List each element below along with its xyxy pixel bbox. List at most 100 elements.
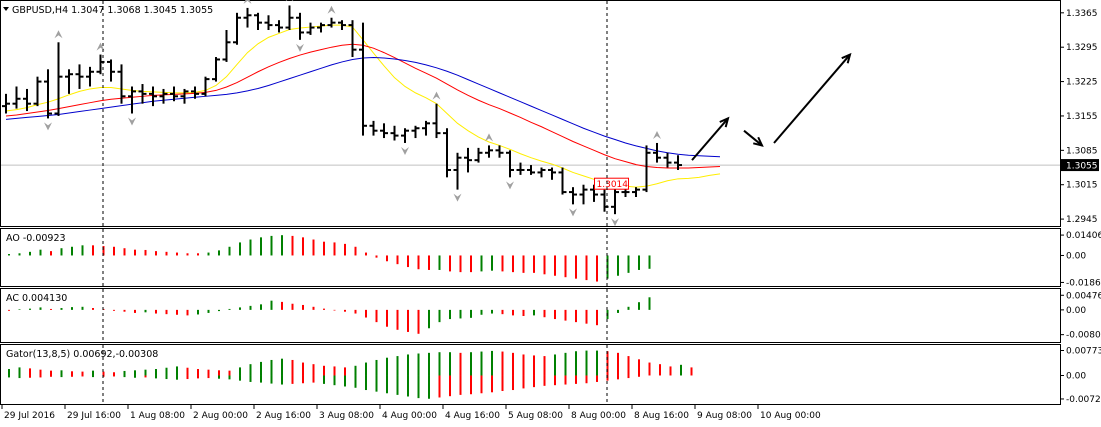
ohlc-bar (443, 128, 451, 178)
ohlc-bar (516, 162, 525, 175)
ac-panel-frame (0, 288, 1061, 343)
ohlc-bar (548, 167, 556, 180)
ac-tick-label: 0.00 (1066, 306, 1086, 316)
time-tick-label: 2 Aug 16:00 (256, 411, 311, 421)
ao-tick-label: -0.01861 (1066, 278, 1101, 288)
time-tick-label: 10 Aug 00:00 (760, 411, 821, 421)
ohlc-bar (275, 20, 283, 33)
forecast-arrows (691, 52, 852, 161)
price-tick-label: 1.3225 (1066, 78, 1098, 88)
fractal-down-arrow-icon (401, 146, 409, 155)
ao-tick-label: 0.01406 (1066, 231, 1101, 241)
fractal-up-arrow-icon (96, 42, 105, 51)
forecast-arrow-up-2-head (841, 52, 852, 64)
fractal-up-arrow-icon (285, 0, 294, 2)
ohlc-bar (401, 128, 409, 143)
ohlc-bar (12, 86, 21, 109)
ohlc-bar (537, 167, 546, 178)
ao-title: AO -0.00923 (6, 233, 66, 244)
ohlc-bar (453, 152, 462, 190)
ohlc-bar (180, 88, 189, 104)
ac-tick-label: 0.00476 (1066, 291, 1101, 301)
ohlc-bar (569, 187, 577, 205)
time-tick-label: 4 Aug 00:00 (382, 411, 437, 421)
fractal-down-arrow-icon (611, 218, 619, 227)
ohlc-bar (411, 125, 420, 139)
ohlc-bar (663, 152, 672, 168)
title-arrow-icon (3, 7, 9, 11)
ac-title: AC 0.004130 (6, 293, 67, 304)
gator-panel: Gator(13,8,5) 0.00692,-0.00308 0.00773 0.… (0, 344, 1101, 405)
ohlc-bar (338, 20, 346, 31)
ao-tick-label: 0.00 (1066, 251, 1086, 261)
ohlc-bar (369, 120, 378, 136)
fractal-up-arrow-icon (653, 130, 661, 139)
price-panel: GBPUSD,H4 1.3047 1.3068 1.3045 1.3055 1.… (0, 0, 1099, 227)
forecast-arrow-down-head (753, 136, 764, 147)
fractal-up-arrow-icon (432, 91, 441, 100)
fractal-down-arrow-icon (569, 208, 577, 217)
ohlc-bar (359, 22, 367, 136)
forecast-arrow-up-1-head (719, 116, 730, 128)
ohlc-bar (44, 69, 52, 119)
ohlc-bar (495, 145, 504, 158)
fractal-up-arrow-icon (243, 0, 252, 4)
ohlc-bar (474, 147, 483, 163)
ohlc-bar (212, 57, 220, 82)
ohlc-bar (285, 5, 294, 31)
fractal-down-arrow-icon (296, 43, 304, 52)
ohlc-bar (159, 88, 168, 104)
ohlc-bar (506, 150, 514, 178)
gator-tick-label: 0.00773 (1066, 346, 1101, 356)
ohlc-bar (222, 30, 231, 62)
price-tick-label: 1.2945 (1066, 215, 1098, 225)
gator-title: Gator(13,8,5) 0.00692,-0.00308 (6, 349, 158, 360)
price-tick-label: 1.3085 (1066, 146, 1098, 156)
ohlc-bar (485, 145, 493, 158)
ohlc-bar (306, 22, 315, 35)
ohlc-bar (348, 20, 357, 58)
ohlc-bar (233, 12, 241, 45)
ohlc-bar (243, 7, 252, 28)
forecast-arrow-up-2-shaft (773, 53, 851, 144)
time-tick-label: 29 Jul 2016 (4, 411, 55, 421)
ohlc-bar (170, 86, 178, 102)
price-marker-box (594, 177, 629, 190)
current-price-label: 1.3055 (1066, 162, 1098, 172)
ohlc-bar (422, 120, 430, 136)
fractal-up-arrow-icon (327, 5, 336, 14)
gator-tick-label: -0.00726 (1066, 395, 1101, 405)
ohlc-bar (33, 76, 42, 107)
ohlc-bar (254, 12, 262, 31)
ohlc-bar (642, 145, 651, 193)
ohlc-bar (54, 42, 63, 116)
price-marker-label: 1.3014 (597, 180, 629, 190)
ohlc-bar (86, 66, 94, 87)
fractal-down-arrow-icon (44, 122, 52, 131)
ohlc-bar (632, 187, 640, 197)
price-title: GBPUSD,H4 1.3047 1.3068 1.3045 1.3055 (12, 5, 213, 16)
ohlc-bar (653, 142, 661, 163)
ohlc-bar (128, 86, 136, 114)
time-tick-label: 2 Aug 00:00 (193, 411, 248, 421)
separator-lines (102, 1, 608, 404)
fractal-down-arrow-icon (453, 193, 462, 202)
ohlc-bar (611, 187, 619, 215)
ohlc-bar (464, 147, 472, 173)
price-tick-label: 1.3015 (1066, 181, 1098, 191)
current-price-tag (1061, 159, 1099, 172)
price-tick-label: 1.3295 (1066, 43, 1098, 53)
forecast-arrow-up-1-shaft (691, 117, 729, 161)
ohlc-bar (2, 93, 10, 114)
fractal-up-arrow-icon (485, 133, 493, 142)
fractal-up-arrow-icon (54, 30, 63, 39)
time-tick-label: 29 Jul 16:00 (67, 411, 121, 421)
ohlc-bar (117, 64, 126, 104)
ohlc-bar (432, 103, 441, 139)
ohlc-bar (138, 84, 147, 104)
fractal-down-arrow-icon (128, 117, 136, 126)
ao-panel: AO -0.00923 0.01406 0.00 -0.01861 (0, 228, 1101, 288)
ac-panel: AC 0.004130 0.00476 0.00 -0.00808 (0, 288, 1101, 343)
ohlc-bar (264, 15, 273, 31)
